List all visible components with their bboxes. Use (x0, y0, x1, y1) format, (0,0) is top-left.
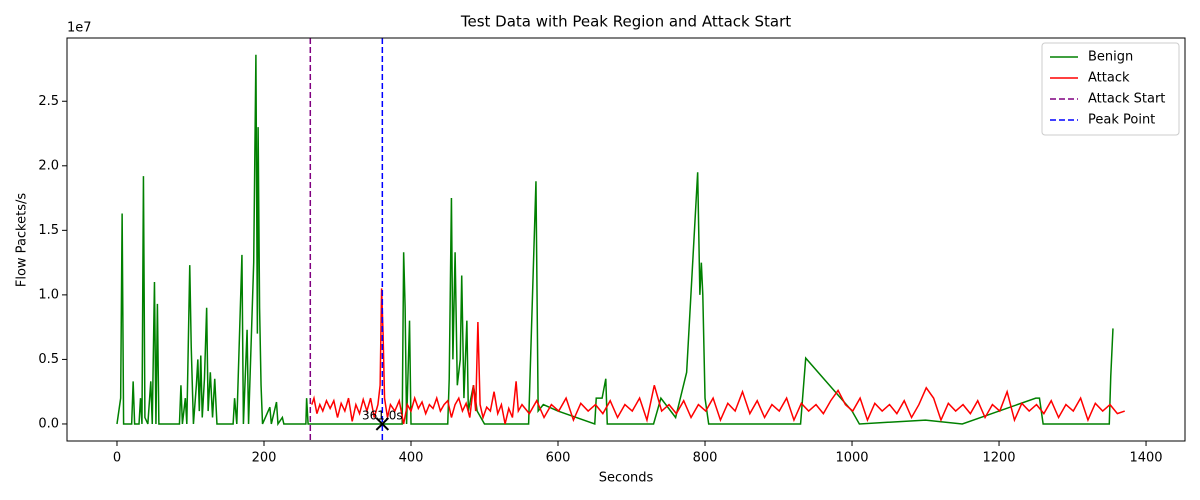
y-offset-label: 1e7 (67, 21, 92, 36)
x-tick-label: 200 (252, 451, 277, 466)
chart-title: Test Data with Peak Region and Attack St… (460, 13, 791, 31)
x-tick-label: 1000 (835, 451, 868, 466)
x-tick-label: 400 (399, 451, 424, 466)
legend-box (1041, 42, 1180, 136)
y-tick-label: 0.0 (38, 416, 59, 431)
y-tick-label: 2.0 (38, 158, 59, 173)
legend-label: Benign (1088, 50, 1133, 65)
x-tick-label: 800 (693, 451, 718, 466)
peak-marker-label: 361.0s (362, 408, 403, 422)
legend-label: Peak Point (1088, 113, 1155, 128)
x-tick-label: 0 (113, 451, 121, 466)
legend-label: Attack Start (1088, 92, 1165, 107)
x-axis-label: Seconds (599, 471, 654, 486)
plot-frame (66, 37, 1186, 442)
series-line (116, 54, 1114, 427)
y-axis-label: Flow Packets/s (15, 193, 30, 287)
peak-marker-x (375, 417, 390, 431)
y-tick-label: 0.5 (38, 352, 59, 367)
x-tick-label: 600 (546, 451, 571, 466)
x-tick-label: 1400 (1129, 451, 1162, 466)
y-tick-label: 2.5 (38, 94, 59, 109)
x-tick-label: 1200 (982, 451, 1015, 466)
y-tick-label: 1.5 (38, 223, 59, 238)
legend-label: Attack (1088, 71, 1130, 86)
y-tick-label: 1.0 (38, 287, 59, 302)
series-line (311, 288, 1125, 425)
peak-marker (375, 417, 390, 431)
